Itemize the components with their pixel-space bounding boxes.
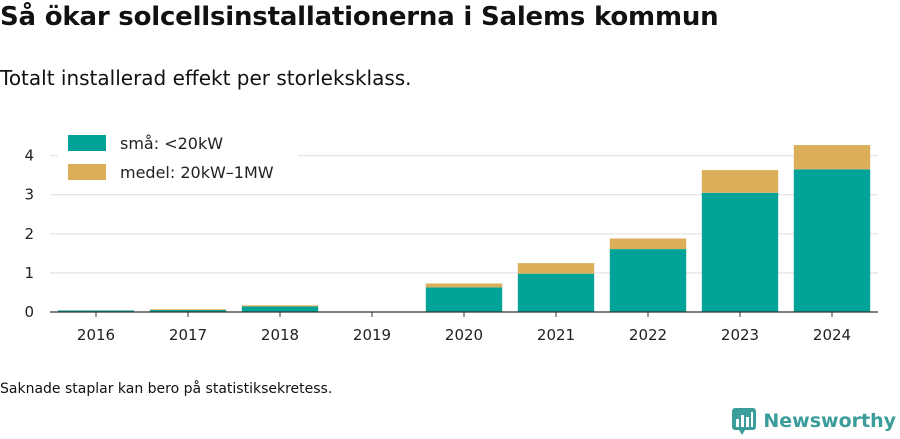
legend-label: medel: 20kW–1MW (120, 163, 274, 182)
x-tick-label: 2019 (353, 326, 391, 344)
chart-subtitle: Totalt installerad effekt per storlekskl… (0, 66, 412, 90)
legend-label: små: <20kW (120, 134, 223, 153)
y-tick-label: 2 (24, 225, 34, 243)
y-tick-label: 3 (24, 186, 34, 204)
brand-name: Newsworthy (763, 410, 896, 432)
chart-title: Så ökar solcellsinstallationerna i Salem… (0, 2, 719, 32)
y-tick-label: 4 (24, 147, 34, 165)
bar-medium (425, 283, 503, 288)
y-tick-label: 1 (24, 264, 34, 282)
footnote: Saknade staplar kan bero på statistiksek… (0, 381, 333, 397)
legend-swatch (68, 164, 106, 180)
bar-medium (241, 305, 319, 307)
bar-medium (701, 170, 779, 193)
x-tick-label: 2024 (813, 326, 851, 344)
bar-small (701, 192, 779, 312)
x-tick-label: 2016 (77, 326, 115, 344)
bar-small (241, 306, 319, 312)
x-tick-label: 2018 (261, 326, 299, 344)
stacked-bar-chart: 0 1 2 3 4 2016 2017 2018 2019 2020 2021 2022 2023 202… (24, 128, 878, 344)
bar-small (517, 273, 595, 312)
legend-swatch (68, 135, 106, 151)
axes: 0 1 2 3 4 2016 2017 2018 2019 2020 2021 2022 2023 202… (24, 147, 878, 344)
bar-small (425, 287, 503, 312)
bar-chart-bubble-icon (732, 408, 757, 435)
y-tick-label: 0 (24, 303, 34, 321)
x-tick-label: 2022 (629, 326, 667, 344)
x-tick-label: 2023 (721, 326, 759, 344)
bar-small (793, 169, 871, 312)
bar-medium (609, 238, 687, 250)
x-tick-label: 2021 (537, 326, 575, 344)
bar-small (149, 310, 227, 312)
brand-logo: Newsworthy (731, 407, 896, 435)
bar-medium (517, 263, 595, 274)
x-tick-label: 2020 (445, 326, 483, 344)
x-tick-label: 2017 (169, 326, 207, 344)
bar-small (57, 310, 135, 312)
bars (57, 145, 871, 312)
legend: små: <20kW medel: 20kW–1MW (58, 128, 298, 188)
bar-medium (149, 309, 227, 311)
bar-small (609, 249, 687, 312)
bar-medium (793, 145, 871, 170)
